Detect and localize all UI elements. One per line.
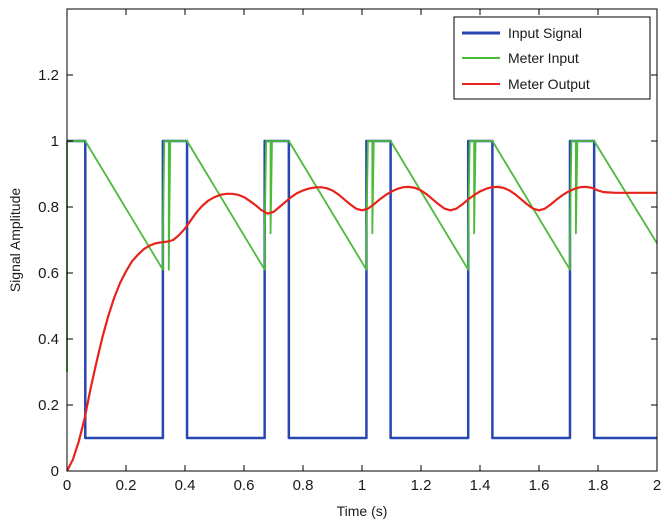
series-line-meter-output bbox=[66, 185, 657, 472]
x-axis-label: Time (s) bbox=[337, 503, 388, 519]
x-tick-label: 0.2 bbox=[116, 477, 137, 494]
x-tick-label: 1.6 bbox=[529, 477, 550, 494]
x-tick-label: 1.4 bbox=[470, 477, 491, 494]
x-tick-label: 0 bbox=[63, 477, 71, 494]
y-tick-label: 0.6 bbox=[38, 265, 59, 282]
legend-label-meter-input: Meter Input bbox=[508, 50, 579, 66]
y-tick-label: 0 bbox=[51, 463, 59, 480]
series-line-meter-input bbox=[66, 140, 658, 372]
x-tick-label: 0.6 bbox=[234, 477, 255, 494]
x-tick-label: 0.8 bbox=[293, 477, 314, 494]
y-tick-label: 0.8 bbox=[38, 199, 59, 216]
y-tick-label: 0.2 bbox=[38, 397, 59, 414]
tick-layer: 0 0.2 0.4 0.6 0.8 1 1.2 1.4 1.6 1.8 2 0 0.2 0.4 0.6 0.8… bbox=[38, 9, 661, 494]
x-tick-label: 0.4 bbox=[175, 477, 196, 494]
legend-label-meter-output: Meter Output bbox=[508, 76, 590, 92]
legend-label-input-signal: Input Signal bbox=[508, 25, 582, 41]
y-axis-label: Signal Amplitude bbox=[7, 188, 23, 293]
x-tick-label: 1 bbox=[358, 477, 366, 494]
x-tick-label: 1.2 bbox=[411, 477, 432, 494]
x-tick-label: 2 bbox=[653, 477, 661, 494]
series-layer bbox=[66, 139, 658, 472]
y-tick-label: 0.4 bbox=[38, 331, 59, 348]
legend: Input Signal Meter Input Meter Output bbox=[453, 16, 651, 100]
y-tick-label: 1 bbox=[51, 133, 59, 150]
y-tick-label: 1.2 bbox=[38, 67, 59, 84]
x-tick-label: 1.8 bbox=[588, 477, 609, 494]
